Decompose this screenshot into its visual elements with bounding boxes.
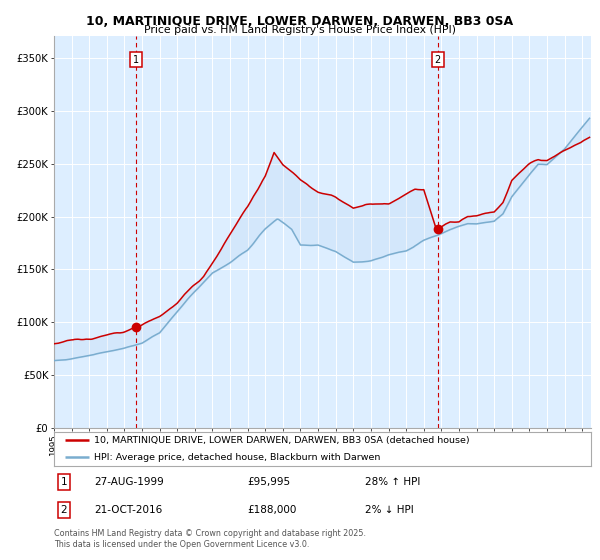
Text: 10, MARTINIQUE DRIVE, LOWER DARWEN, DARWEN, BB3 0SA: 10, MARTINIQUE DRIVE, LOWER DARWEN, DARW… — [86, 15, 514, 27]
Text: 2% ↓ HPI: 2% ↓ HPI — [365, 505, 414, 515]
Text: 28% ↑ HPI: 28% ↑ HPI — [365, 477, 421, 487]
Text: Contains HM Land Registry data © Crown copyright and database right 2025.
This d: Contains HM Land Registry data © Crown c… — [54, 529, 366, 549]
Text: 2: 2 — [434, 55, 441, 65]
Text: 10, MARTINIQUE DRIVE, LOWER DARWEN, DARWEN, BB3 0SA (detached house): 10, MARTINIQUE DRIVE, LOWER DARWEN, DARW… — [94, 436, 470, 445]
Text: HPI: Average price, detached house, Blackburn with Darwen: HPI: Average price, detached house, Blac… — [94, 452, 380, 461]
Text: 21-OCT-2016: 21-OCT-2016 — [94, 505, 163, 515]
Text: £188,000: £188,000 — [247, 505, 296, 515]
Text: 1: 1 — [133, 55, 139, 65]
Text: 1: 1 — [61, 477, 67, 487]
Text: £95,995: £95,995 — [247, 477, 290, 487]
Text: 2: 2 — [61, 505, 67, 515]
Text: Price paid vs. HM Land Registry's House Price Index (HPI): Price paid vs. HM Land Registry's House … — [144, 25, 456, 35]
Text: 27-AUG-1999: 27-AUG-1999 — [94, 477, 164, 487]
